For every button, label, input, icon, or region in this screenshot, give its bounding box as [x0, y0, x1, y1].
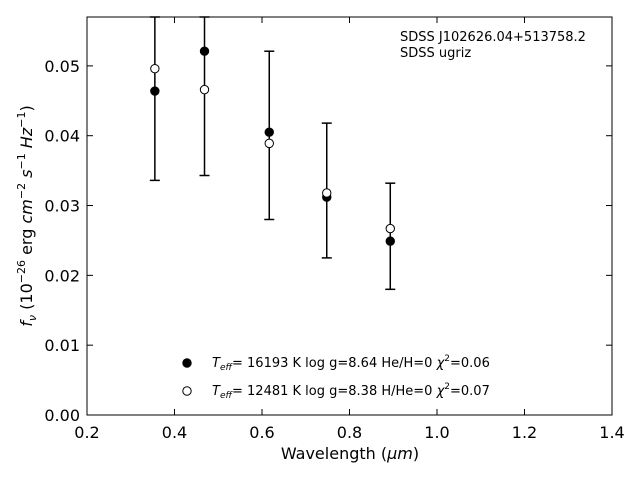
model-point-open: [150, 63, 160, 74]
y-tick-label: 0.03: [44, 197, 80, 216]
x-tick-label: 1.4: [599, 423, 624, 442]
x-tick-label: 0.4: [162, 423, 187, 442]
y-tick-label: 0.05: [44, 57, 80, 76]
legend-marker-open: [182, 386, 192, 396]
model-point-filled: [385, 236, 395, 246]
y-tick-label: 0.00: [44, 406, 80, 425]
model-point-open: [264, 138, 274, 149]
model-point-filled: [150, 86, 160, 96]
model-point-open: [322, 188, 332, 198]
data-points: [150, 46, 395, 246]
x-tick-label: 0.2: [74, 423, 99, 442]
x-tick-label: 0.6: [249, 423, 274, 442]
legend-entry-1: Teff= 16193 K log g=8.64 He/H=0 χ2=0.06: [212, 354, 490, 373]
x-tick-label: 1.0: [424, 423, 449, 442]
model-point-open: [385, 223, 395, 234]
x-axis-label: Wavelength (μm): [281, 444, 419, 463]
annotation-line-1: SDSS J102626.04+513758.2: [400, 30, 586, 45]
plot-area: [86, 16, 613, 416]
model-point-filled: [199, 46, 210, 56]
x-tick-label: 1.2: [512, 423, 537, 442]
legend-entry-2: Teff= 12481 K log g=8.38 H/He=0 χ2=0.07: [212, 382, 490, 401]
annotation-line-2: SDSS ugriz: [400, 46, 471, 61]
model-point-open: [199, 84, 210, 95]
x-tick-label: 0.8: [337, 423, 362, 442]
y-tick-label: 0.04: [44, 127, 80, 146]
y-tick-label: 0.01: [44, 336, 80, 355]
y-tick-label: 0.02: [44, 266, 80, 285]
y-axis-label: fν (10−26 erg cm−2 s−1 Hz−1): [15, 105, 39, 326]
error-bars: [149, 16, 396, 291]
legend-marker-filled: [182, 358, 192, 368]
model-point-filled: [264, 127, 274, 137]
legend: Teff= 16193 K log g=8.64 He/H=0 χ2=0.06 …: [182, 354, 490, 401]
axis-ticks: 0.2 0.4 0.6 0.8 1.0 1.2 1.4 0.00 0.01 0.02 0.03 0.0…: [44, 17, 625, 442]
